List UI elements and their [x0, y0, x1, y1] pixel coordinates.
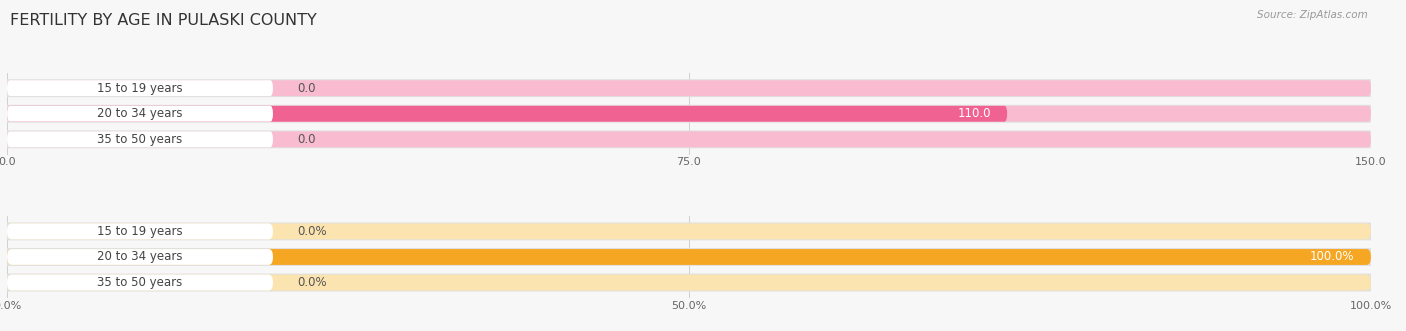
Text: 35 to 50 years: 35 to 50 years: [97, 276, 183, 289]
FancyBboxPatch shape: [7, 106, 273, 122]
Text: 15 to 19 years: 15 to 19 years: [97, 82, 183, 95]
FancyBboxPatch shape: [7, 106, 1007, 122]
FancyBboxPatch shape: [7, 80, 273, 96]
FancyBboxPatch shape: [3, 130, 1375, 148]
FancyBboxPatch shape: [7, 131, 273, 147]
Text: Source: ZipAtlas.com: Source: ZipAtlas.com: [1257, 10, 1368, 20]
FancyBboxPatch shape: [7, 249, 1371, 265]
Text: 20 to 34 years: 20 to 34 years: [97, 251, 183, 263]
FancyBboxPatch shape: [3, 274, 1375, 292]
Text: 100.0%: 100.0%: [1310, 251, 1354, 263]
FancyBboxPatch shape: [7, 223, 273, 239]
FancyBboxPatch shape: [7, 131, 1371, 147]
Text: FERTILITY BY AGE IN PULASKI COUNTY: FERTILITY BY AGE IN PULASKI COUNTY: [10, 13, 316, 28]
Text: 15 to 19 years: 15 to 19 years: [97, 225, 183, 238]
Text: 0.0: 0.0: [298, 82, 316, 95]
FancyBboxPatch shape: [7, 275, 273, 291]
FancyBboxPatch shape: [7, 223, 1371, 239]
FancyBboxPatch shape: [7, 106, 1371, 122]
Text: 110.0: 110.0: [957, 107, 991, 120]
FancyBboxPatch shape: [7, 249, 273, 265]
FancyBboxPatch shape: [3, 248, 1375, 266]
Text: 0.0: 0.0: [298, 133, 316, 146]
FancyBboxPatch shape: [3, 105, 1375, 123]
FancyBboxPatch shape: [7, 249, 1371, 265]
Text: 35 to 50 years: 35 to 50 years: [97, 133, 183, 146]
Text: 20 to 34 years: 20 to 34 years: [97, 107, 183, 120]
FancyBboxPatch shape: [7, 275, 1371, 291]
FancyBboxPatch shape: [3, 79, 1375, 97]
FancyBboxPatch shape: [7, 80, 1371, 96]
FancyBboxPatch shape: [3, 222, 1375, 240]
Text: 0.0%: 0.0%: [298, 225, 328, 238]
Text: 0.0%: 0.0%: [298, 276, 328, 289]
